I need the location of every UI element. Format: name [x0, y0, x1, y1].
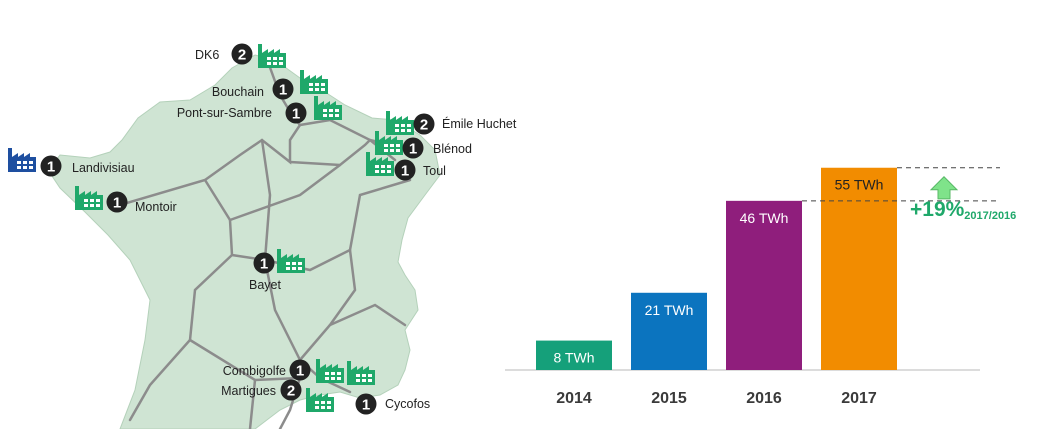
unit-count: 1: [260, 256, 268, 273]
plant-name: Bayet: [249, 278, 281, 292]
unit-count: 1: [362, 397, 370, 414]
unit-count: 2: [238, 47, 246, 64]
plant--mile-huchet: 2 Émile Huchet: [386, 111, 517, 135]
plant-layer: 2 DK6 1 Bouchain 1 Pont-sur-Sambre 2 Émile Huch…: [8, 43, 517, 415]
bar-2016: [726, 200, 802, 370]
unit-count: 1: [292, 106, 300, 123]
plant-name: Émile Huchet: [442, 116, 517, 131]
plant-name: Toul: [423, 164, 446, 178]
unit-count: 1: [296, 363, 304, 380]
france-gas-network-map: 2 DK6 1 Bouchain 1 Pont-sur-Sambre 2 Émile Huch…: [8, 43, 517, 429]
plant-name: Landivisiau: [72, 161, 135, 175]
unit-count-badge: 2: [231, 43, 253, 65]
plant-toul: 1 Toul: [366, 152, 446, 181]
plant-name: Cycofos: [385, 397, 430, 411]
plant-landivisiau: 1 Landivisiau: [8, 148, 135, 177]
plant-icon: [347, 361, 375, 385]
unit-count: 1: [113, 195, 121, 212]
unit-count: 2: [420, 117, 428, 134]
bar-value-label: 21 TWh: [645, 302, 694, 318]
unit-count-badge: 1: [285, 102, 307, 124]
plant-name: Martigues: [221, 384, 276, 398]
unit-count: 1: [401, 163, 409, 180]
unit-count-badge: 1: [106, 191, 128, 213]
plant-bayet: 1 Bayet: [249, 249, 305, 292]
unit-count-badge: 1: [40, 155, 62, 177]
plant-icon: [386, 111, 414, 135]
plant-icon: [306, 388, 334, 412]
plant-pont-sur-sambre: 1 Pont-sur-Sambre: [177, 96, 342, 124]
pipeline: [298, 248, 357, 362]
unit-count: 1: [279, 82, 287, 99]
bar-value-label: 8 TWh: [554, 350, 595, 366]
unit-count-badge: 1: [355, 393, 377, 415]
unit-count-badge: 1: [394, 159, 416, 181]
plant-name: Montoir: [135, 200, 177, 214]
unit-count: 2: [287, 383, 295, 400]
pipeline: [328, 303, 407, 327]
plant-martigues: 2 Martigues: [221, 379, 334, 412]
bar-2015: [631, 292, 707, 370]
bar-2014: [536, 340, 612, 370]
plant-dk6: 2 DK6: [195, 43, 286, 68]
unit-count: 1: [409, 141, 417, 158]
bar-value-label: 55 TWh: [835, 177, 884, 193]
bar-value-label: 46 TWh: [740, 210, 789, 226]
unit-count-badge: 2: [413, 113, 435, 135]
unit-count-badge: 2: [280, 379, 302, 401]
x-tick-label: 2017: [841, 390, 877, 407]
plant-bouchain: 1 Bouchain: [212, 70, 328, 100]
up-arrow-icon: [929, 176, 959, 200]
x-tick-label: 2015: [651, 390, 687, 407]
plant-name: Pont-sur-Sambre: [177, 106, 272, 120]
plant-name: Bouchain: [212, 85, 264, 99]
plant-icon: [366, 152, 394, 176]
plant-icon: [375, 131, 403, 155]
plant-icon: [314, 96, 342, 120]
growth-rate: +19%2017/2016: [910, 198, 1016, 222]
pipeline: [228, 163, 342, 222]
plant-bl-nod: 1 Blénod: [375, 131, 472, 159]
plant-icon: [8, 148, 36, 172]
plant-icon: [258, 44, 286, 68]
plant-name: Blénod: [433, 142, 472, 156]
plant-name: DK6: [195, 48, 219, 62]
unit-count-badge: 1: [253, 252, 275, 274]
bar-2017: [821, 167, 897, 370]
plant-icon: [75, 186, 103, 210]
plant-montoir: 1 Montoir: [75, 186, 177, 214]
plant-icon: [277, 249, 305, 273]
bars: 8 TWh 2014 21 TWh 2015 46 TWh 2016 55 TWh 2017: [536, 167, 897, 407]
x-tick-label: 2016: [746, 390, 782, 407]
france-map: [47, 54, 441, 429]
plant-cycofos: 1 Cycofos: [355, 393, 430, 415]
plant-name: Combigolfe: [223, 364, 286, 378]
plant-icon: [316, 359, 344, 383]
unit-count-badge: 1: [272, 78, 294, 100]
x-tick-label: 2014: [556, 390, 592, 407]
growth-annotation: +19%2017/2016: [802, 167, 1016, 222]
unit-count-badge: 1: [289, 359, 311, 381]
unit-count-badge: 1: [402, 137, 424, 159]
pipeline: [248, 378, 257, 429]
pipeline: [260, 138, 272, 262]
plant-icon: [300, 70, 328, 94]
unit-count: 1: [47, 159, 55, 176]
plant-combigolfe: 1 Combigolfe: [223, 359, 375, 385]
